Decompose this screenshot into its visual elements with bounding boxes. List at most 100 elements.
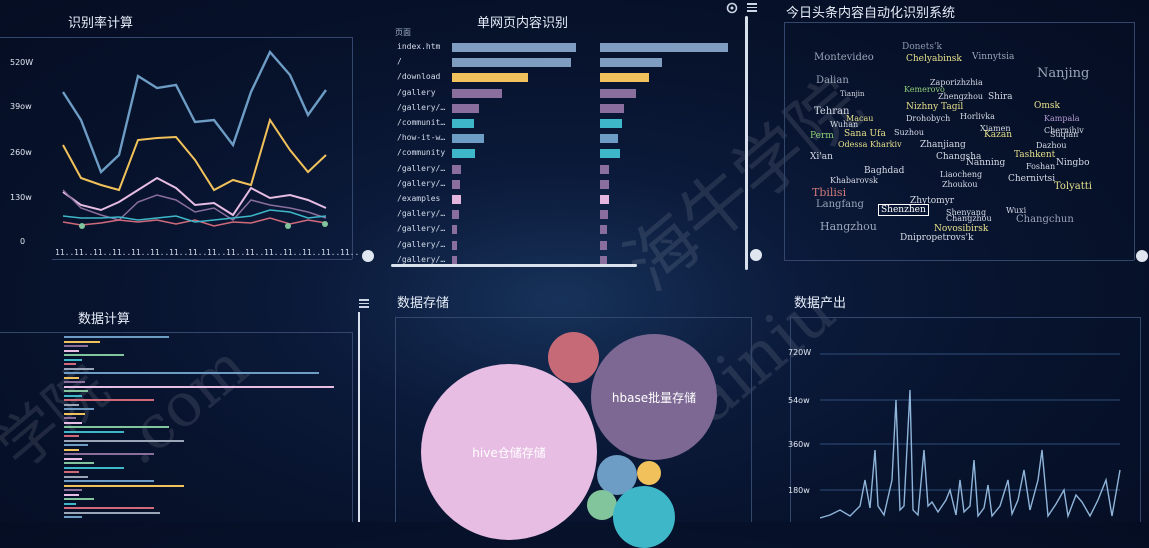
menu-icon[interactable] xyxy=(359,299,369,308)
compute-bar[interactable] xyxy=(64,403,79,406)
bubble-small[interactable] xyxy=(613,486,675,548)
bar-b[interactable] xyxy=(600,119,622,128)
compute-bar[interactable] xyxy=(64,385,334,388)
compute-bar[interactable] xyxy=(64,345,88,347)
compute-bar[interactable] xyxy=(64,421,82,424)
bar-b[interactable] xyxy=(600,195,610,204)
bar-a[interactable] xyxy=(452,73,528,83)
compute-bar[interactable] xyxy=(64,340,100,343)
bar-a[interactable] xyxy=(452,103,479,113)
compute-bar[interactable] xyxy=(64,381,85,383)
scrollbar-vertical[interactable] xyxy=(358,312,360,522)
compute-bar[interactable] xyxy=(64,426,169,428)
compute-bar[interactable] xyxy=(64,457,82,460)
expand-button[interactable] xyxy=(1136,250,1148,262)
panel-title: 数据计算 xyxy=(78,312,131,327)
word-cloud-term: Dalian xyxy=(816,75,849,86)
divider xyxy=(784,22,1134,23)
bar-b[interactable] xyxy=(600,73,649,83)
compute-bar[interactable] xyxy=(64,480,154,482)
compute-bar[interactable] xyxy=(64,498,94,500)
compute-bar[interactable] xyxy=(64,435,79,437)
bubble-small[interactable] xyxy=(637,461,661,485)
bar-b[interactable] xyxy=(600,58,663,68)
row-label: /gallery/… xyxy=(397,102,446,112)
compute-bar[interactable] xyxy=(64,358,82,361)
compute-bar[interactable] xyxy=(64,439,184,442)
bar-a[interactable] xyxy=(452,134,485,144)
bar-a[interactable] xyxy=(452,255,458,265)
bar-a[interactable] xyxy=(452,179,461,189)
compute-bar[interactable] xyxy=(64,466,124,469)
divider xyxy=(1134,22,1135,260)
data-compute-panel: 数据计算 xyxy=(0,290,380,522)
bar-b[interactable] xyxy=(600,134,618,144)
compute-bar[interactable] xyxy=(64,354,124,356)
compute-bar[interactable] xyxy=(64,502,76,505)
compute-bar[interactable] xyxy=(64,336,169,338)
bar-b[interactable] xyxy=(600,255,607,265)
word-cloud-term: Foshan xyxy=(1026,162,1056,171)
compute-bar[interactable] xyxy=(64,493,79,496)
bar-a[interactable] xyxy=(452,225,458,235)
compute-bar[interactable] xyxy=(64,363,76,365)
expand-button[interactable] xyxy=(750,249,762,261)
compute-bar[interactable] xyxy=(64,475,88,478)
compute-bar[interactable] xyxy=(64,417,76,419)
bar-a[interactable] xyxy=(452,149,475,159)
bar-a[interactable] xyxy=(452,210,459,220)
compute-bar[interactable] xyxy=(64,489,82,491)
compute-bar[interactable] xyxy=(64,390,88,392)
word-cloud-term: Perm xyxy=(810,131,834,141)
compute-bar[interactable] xyxy=(64,507,154,509)
compute-bar[interactable] xyxy=(64,412,85,415)
bar-a[interactable] xyxy=(452,88,502,98)
bar-b[interactable] xyxy=(600,240,607,250)
divider xyxy=(1140,317,1141,522)
settings-icon[interactable] xyxy=(726,2,738,14)
compute-bar[interactable] xyxy=(64,372,319,374)
bar-b[interactable] xyxy=(600,88,637,98)
bar-b[interactable] xyxy=(600,149,621,159)
bar-b[interactable] xyxy=(600,210,609,220)
bar-a[interactable] xyxy=(452,58,571,68)
bubble-small[interactable] xyxy=(548,332,599,383)
bubble-hive-storage[interactable]: hive仓储存储 xyxy=(421,364,597,540)
scrollbar-vertical[interactable] xyxy=(745,16,748,270)
compute-bar[interactable] xyxy=(64,376,79,379)
compute-bar[interactable] xyxy=(64,511,160,514)
bar-b[interactable] xyxy=(600,164,610,174)
compute-bar[interactable] xyxy=(64,484,184,487)
compute-bar[interactable] xyxy=(64,516,82,518)
bar-b[interactable] xyxy=(600,179,610,189)
word-cloud-term: Shira xyxy=(988,92,1013,102)
expand-button[interactable] xyxy=(362,250,374,262)
compute-bar[interactable] xyxy=(64,444,88,446)
bar-b[interactable] xyxy=(600,103,625,113)
menu-icon[interactable] xyxy=(747,3,757,12)
series-line xyxy=(62,217,327,227)
bar-a[interactable] xyxy=(452,195,462,204)
compute-bar[interactable] xyxy=(64,399,154,401)
word-cloud-term: Chernivtsi xyxy=(1008,174,1056,184)
bubble-small[interactable] xyxy=(587,490,617,520)
bar-a[interactable] xyxy=(452,240,458,250)
bar-a[interactable] xyxy=(452,43,577,52)
compute-bar[interactable] xyxy=(64,471,79,473)
compute-bar[interactable] xyxy=(64,430,124,433)
bar-b[interactable] xyxy=(600,43,729,52)
compute-bar[interactable] xyxy=(64,349,79,352)
compute-bar[interactable] xyxy=(64,462,94,464)
compute-bar[interactable] xyxy=(64,394,82,397)
compute-bar[interactable] xyxy=(64,448,79,451)
bubble-hbase-storage[interactable]: hbase批量存储 xyxy=(591,334,717,460)
compute-bar[interactable] xyxy=(64,453,154,455)
bar-b[interactable] xyxy=(600,225,607,235)
bar-a[interactable] xyxy=(452,164,462,174)
scrollbar-horizontal[interactable] xyxy=(391,264,637,267)
bar-a[interactable] xyxy=(452,119,474,128)
compute-bar[interactable] xyxy=(64,367,94,370)
row-label: index.htm xyxy=(397,42,441,51)
divider xyxy=(790,317,791,522)
compute-bar[interactable] xyxy=(64,408,94,410)
